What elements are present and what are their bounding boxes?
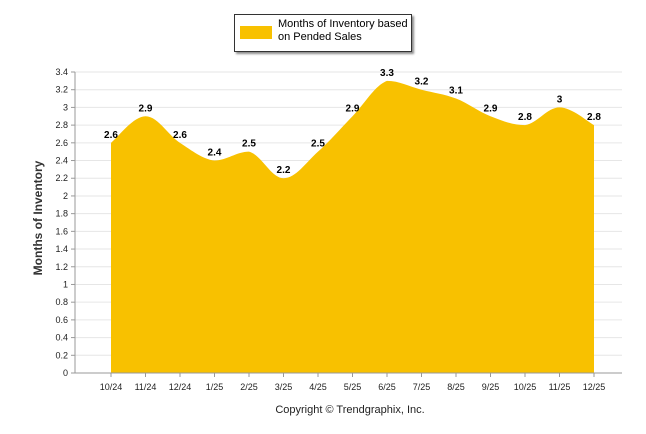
- y-tick-label: 2: [63, 191, 68, 201]
- x-tick-label: 6/25: [378, 382, 396, 392]
- y-tick-label: 0.4: [55, 333, 68, 343]
- x-tick-label: 4/25: [309, 382, 327, 392]
- data-label: 2.5: [242, 139, 256, 150]
- x-tick-label: 2/25: [240, 382, 258, 392]
- y-tick-label: 2.2: [55, 173, 68, 183]
- data-label: 2.9: [346, 103, 360, 114]
- data-label: 3.2: [415, 77, 429, 88]
- y-tick-label: 1.4: [55, 244, 68, 254]
- x-tick-label: 11/24: [135, 382, 157, 392]
- data-label: 2.8: [518, 112, 532, 123]
- y-tick-label: 1.2: [55, 262, 68, 272]
- y-tick-label: 2.6: [55, 138, 68, 148]
- y-tick-label: 0.6: [55, 315, 68, 325]
- y-tick-label: 3: [63, 102, 68, 112]
- y-tick-label: 0.8: [55, 297, 68, 307]
- x-tick-labels: 10/24 11/24 12/24 1/25 2/25 3/25 4/25 5/25 6/25 7…: [100, 373, 606, 392]
- axes: [74, 72, 622, 374]
- legend-swatch: [240, 26, 272, 39]
- data-labels: 2.6 2.9 2.6 2.4 2.5 2.2 2.5 2.9 3.3 3.2 3.1 2.9 2.8 3…: [104, 68, 601, 176]
- data-label: 2.6: [173, 130, 187, 141]
- x-tick-label: 9/25: [482, 382, 500, 392]
- data-label: 2.9: [484, 103, 498, 114]
- x-tick-label: 10/25: [514, 382, 537, 392]
- y-tick-label: 2.8: [55, 120, 68, 130]
- legend: Months of Inventory based on Pended Sale…: [234, 14, 412, 52]
- y-tick-label: 0: [63, 368, 68, 378]
- area-fill: [111, 80, 594, 374]
- x-tick-label: 11/25: [549, 382, 571, 392]
- data-label: 3: [557, 94, 563, 105]
- y-axis-label: Months of Inventory: [31, 160, 45, 275]
- x-tick-label: 1/25: [206, 382, 224, 392]
- area-series: [111, 80, 594, 374]
- y-tick-labels: 0 0.2 0.4 0.6 0.8 1 1.2 1.4 1.6 1.8 2 2.2 2.4 2.6 2.8 3…: [55, 67, 68, 378]
- data-label: 2.2: [277, 165, 291, 176]
- x-tick-label: 8/25: [447, 382, 465, 392]
- legend-label: Months of Inventory based on Pended Sale…: [278, 18, 408, 43]
- y-tick-label: 1.6: [55, 226, 68, 236]
- data-label: 2.4: [208, 148, 222, 159]
- x-tick-label: 5/25: [344, 382, 362, 392]
- y-tick-label: 2.4: [55, 156, 68, 166]
- x-tick-label: 3/25: [275, 382, 293, 392]
- y-tick-label: 3.2: [55, 85, 68, 95]
- x-tick-label: 10/24: [100, 382, 123, 392]
- y-tick-label: 0.2: [55, 350, 68, 360]
- copyright-text: Copyright © Trendgraphix, Inc.: [275, 404, 424, 416]
- y-tick-label: 3.4: [55, 67, 68, 77]
- x-tick-label: 12/24: [169, 382, 192, 392]
- data-label: 2.9: [139, 103, 153, 114]
- x-tick-label: 12/25: [583, 382, 606, 392]
- data-label: 3.1: [449, 86, 463, 97]
- data-label: 2.5: [311, 139, 325, 150]
- y-tick-label: 1: [63, 279, 68, 289]
- data-label: 2.8: [587, 112, 601, 123]
- data-label: 3.3: [380, 68, 394, 79]
- data-label: 2.6: [104, 130, 118, 141]
- y-tick-label: 1.8: [55, 209, 68, 219]
- x-tick-label: 7/25: [413, 382, 431, 392]
